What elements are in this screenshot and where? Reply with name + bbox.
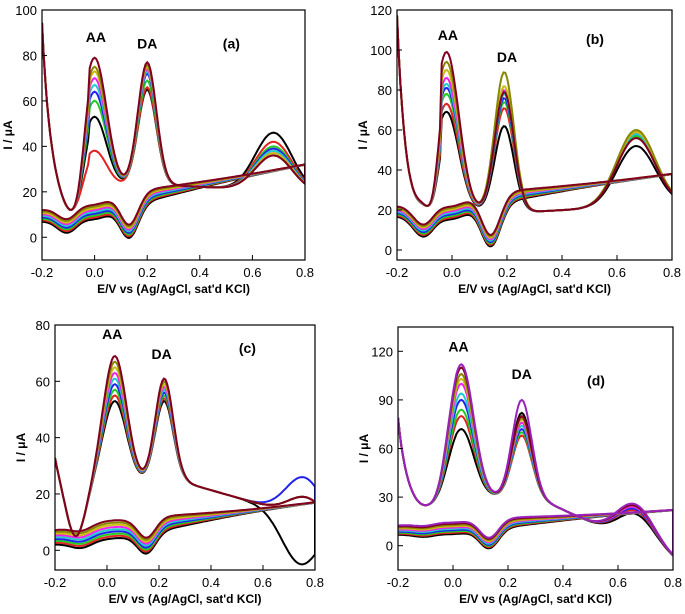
x-tick-label: 0.8 (306, 575, 324, 590)
x-tick-label: 0.6 (254, 575, 272, 590)
series-line-9 (397, 15, 672, 236)
x-axis-label: E/V vs (Ag/AgCl, sat'd KCl) (109, 592, 262, 606)
x-tick-label: 0.0 (86, 265, 104, 280)
x-tick-label: -0.2 (44, 575, 66, 590)
x-tick-label: 0.8 (664, 575, 682, 590)
x-tick-label: 0.8 (663, 265, 681, 280)
x-axis-label: E/V vs (Ag/AgCl, sat'd KCl) (97, 282, 250, 296)
x-tick-label: -0.2 (386, 265, 408, 280)
y-tick-label: 80 (23, 48, 37, 63)
x-tick-label: 0.2 (138, 265, 156, 280)
y-tick-label: 20 (378, 203, 392, 218)
y-tick-label: 0 (43, 543, 50, 558)
annotation-label: DA (497, 49, 517, 65)
y-tick-label: 120 (370, 3, 392, 18)
y-tick-label: 40 (23, 139, 37, 154)
annotation-label: DA (151, 346, 171, 362)
y-tick-label: 60 (23, 94, 37, 109)
series-line-3 (42, 22, 305, 236)
x-tick-label: 0.2 (150, 575, 168, 590)
series-line-9 (55, 354, 315, 539)
series-line-9 (42, 22, 305, 226)
y-tick-label: 90 (379, 393, 393, 408)
y-tick-label: 60 (378, 123, 392, 138)
plot-frame (54, 324, 316, 571)
x-axis-label: E/V vs (Ag/AgCl, sat'd KCl) (459, 592, 612, 606)
series-group (42, 22, 305, 239)
series-group (397, 15, 672, 248)
series-line-5 (397, 15, 672, 242)
chart-panel-3: -0.2 0.0 0.2 0.4 0.6 0.8 0 20 40 60 80 E/V vs (Ag/A… (14, 318, 324, 606)
chart-panel-4: -0.2 0.0 0.2 0.4 0.6 0.8 0 30 60 90 120 E/V vs (Ag/… (357, 326, 682, 606)
y-tick-label: 120 (371, 344, 393, 359)
plot-frame (41, 9, 306, 261)
series-line-6 (397, 15, 672, 241)
x-tick-label: 0.4 (553, 265, 571, 280)
x-tick-label: 0.0 (443, 265, 461, 280)
x-tick-label: 0.2 (498, 265, 516, 280)
x-tick-label: 0.2 (499, 575, 517, 590)
series-group (398, 363, 673, 558)
y-tick-label: 80 (36, 318, 50, 333)
annotation-label: (d) (587, 372, 605, 388)
annotation-label: (b) (586, 31, 604, 47)
x-tick-label: 0.4 (202, 575, 220, 590)
plot-frame (396, 9, 673, 261)
x-tick-label: 0.8 (296, 265, 314, 280)
annotation-label: AA (86, 29, 106, 45)
x-tick-label: 0.6 (243, 265, 261, 280)
series-line-8 (55, 360, 315, 541)
chart-panel-2: -0.2 0.0 0.2 0.4 0.6 0.8 0 20 40 60 80 100 120 E/V vs… (356, 3, 681, 296)
series-line-6 (42, 22, 305, 231)
y-tick-label: 60 (379, 442, 393, 457)
y-tick-label: 0 (30, 230, 37, 245)
annotation-label: DA (512, 366, 532, 382)
series-line-2 (42, 22, 305, 238)
x-tick-label: -0.2 (387, 575, 409, 590)
series-line-7 (397, 15, 672, 239)
annotation-label: (a) (223, 36, 240, 52)
y-axis-label: I / μA (357, 433, 371, 463)
series-line-10 (398, 363, 673, 557)
series-line-5 (42, 22, 305, 233)
series-line-4 (42, 22, 305, 234)
y-tick-label: 40 (36, 431, 50, 446)
series-line-8 (42, 22, 305, 228)
x-tick-label: 0.6 (609, 575, 627, 590)
annotation-label: DA (137, 36, 157, 52)
series-line-4 (397, 15, 672, 244)
annotation-label: AA (438, 27, 458, 43)
annotation-label: (c) (239, 340, 256, 356)
annotation-label: AA (102, 326, 122, 342)
y-tick-label: 30 (379, 490, 393, 505)
x-tick-label: 0.4 (554, 575, 572, 590)
series-line-1 (397, 15, 672, 248)
y-tick-label: 100 (370, 43, 392, 58)
series-line-8 (397, 15, 672, 238)
x-tick-label: 0.0 (98, 575, 116, 590)
annotation-label: AA (448, 338, 468, 354)
x-axis-label: E/V vs (Ag/AgCl, sat'd KCl) (458, 282, 611, 296)
series-group (55, 354, 315, 566)
y-axis-label: I / μA (1, 120, 15, 150)
y-axis-label: I / μA (14, 432, 28, 462)
series-line-3 (397, 15, 672, 245)
y-tick-label: 80 (378, 83, 392, 98)
x-tick-label: 0.4 (191, 265, 209, 280)
y-axis-label: I / μA (356, 120, 370, 150)
y-tick-label: 20 (36, 487, 50, 502)
y-tick-label: 100 (15, 3, 37, 18)
chart-panel-1: -0.2 0.0 0.2 0.4 0.6 0.8 0 20 40 60 80 100 E/V vs (A… (1, 3, 314, 296)
y-tick-label: 0 (385, 243, 392, 258)
series-line-1 (42, 22, 305, 239)
series-line-7 (42, 22, 305, 230)
y-tick-label: 0 (386, 539, 393, 554)
x-tick-label: -0.2 (31, 265, 53, 280)
x-tick-label: 0.0 (444, 575, 462, 590)
y-tick-label: 20 (23, 185, 37, 200)
y-tick-label: 60 (36, 374, 50, 389)
x-tick-label: 0.6 (608, 265, 626, 280)
y-tick-label: 40 (378, 163, 392, 178)
